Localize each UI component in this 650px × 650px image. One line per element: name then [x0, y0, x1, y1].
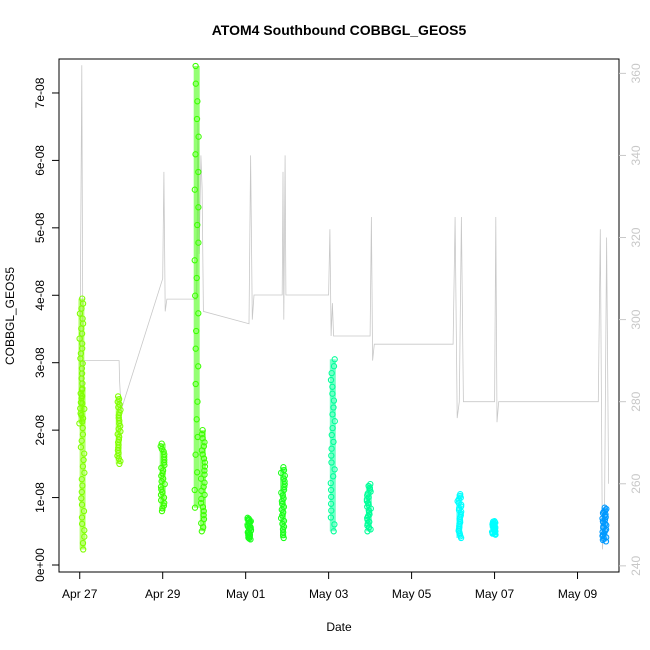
y2-tick-label: 320	[629, 227, 643, 247]
point-cluster	[193, 66, 200, 508]
point-cluster	[115, 396, 122, 464]
y-axis: 0e+00 1e-08 2e-08 3e-08 4e-08 5e-08 6e-08 7e-08	[33, 77, 59, 582]
point-cluster	[456, 494, 463, 538]
y-tick-label: 6e-08	[33, 145, 47, 176]
y2-tick-label: 260	[629, 473, 643, 493]
y2-tick-label: 300	[629, 309, 643, 329]
x-axis: Apr 27 Apr 29 May 01 May 03 May 05 May 07 May …	[62, 572, 598, 601]
plot-frame	[58, 58, 620, 573]
y-tick-label: 4e-08	[33, 280, 47, 311]
x-tick-label: May 01	[226, 587, 266, 601]
point-cluster	[490, 521, 497, 535]
secondary-series-line	[79, 65, 609, 550]
y-tick-label: 3e-08	[33, 347, 47, 378]
y2-tick-label: 340	[629, 145, 643, 165]
x-tick-label: May 07	[475, 587, 515, 601]
y-tick-label: 5e-08	[33, 212, 47, 243]
x-tick-label: May 05	[392, 587, 432, 601]
y2-axis: 240 260 280 300 320 340 360	[619, 63, 643, 576]
point-cluster	[199, 430, 206, 532]
x-tick-label: Apr 27	[62, 587, 98, 601]
y2-tick-label: 360	[629, 63, 643, 83]
y2-tick-label: 240	[629, 556, 643, 576]
y-tick-label: 1e-08	[33, 482, 47, 513]
x-tick-label: May 09	[558, 587, 598, 601]
chart-title: ATOM4 Southbound COBBGL_GEOS5	[212, 22, 467, 38]
x-tick-label: May 03	[309, 587, 349, 601]
point-cluster	[280, 467, 286, 538]
secondary-line-layer	[79, 65, 609, 550]
point-cluster	[78, 298, 85, 424]
x-axis-label: Date	[326, 620, 352, 634]
point-cluster	[365, 484, 372, 532]
point-cluster	[601, 507, 608, 542]
point-cluster	[329, 359, 336, 532]
y-axis-label: COBBGL_GEOS5	[3, 267, 17, 365]
y-tick-label: 2e-08	[33, 414, 47, 445]
x-tick-label: Apr 29	[145, 587, 181, 601]
y-tick-label: 0e+00	[33, 548, 47, 582]
point-cluster	[79, 389, 86, 550]
point-cluster	[159, 443, 166, 511]
point-cluster	[246, 517, 252, 540]
points-layer	[76, 62, 610, 553]
y2-tick-label: 280	[629, 391, 643, 411]
y-tick-label: 7e-08	[33, 77, 47, 108]
